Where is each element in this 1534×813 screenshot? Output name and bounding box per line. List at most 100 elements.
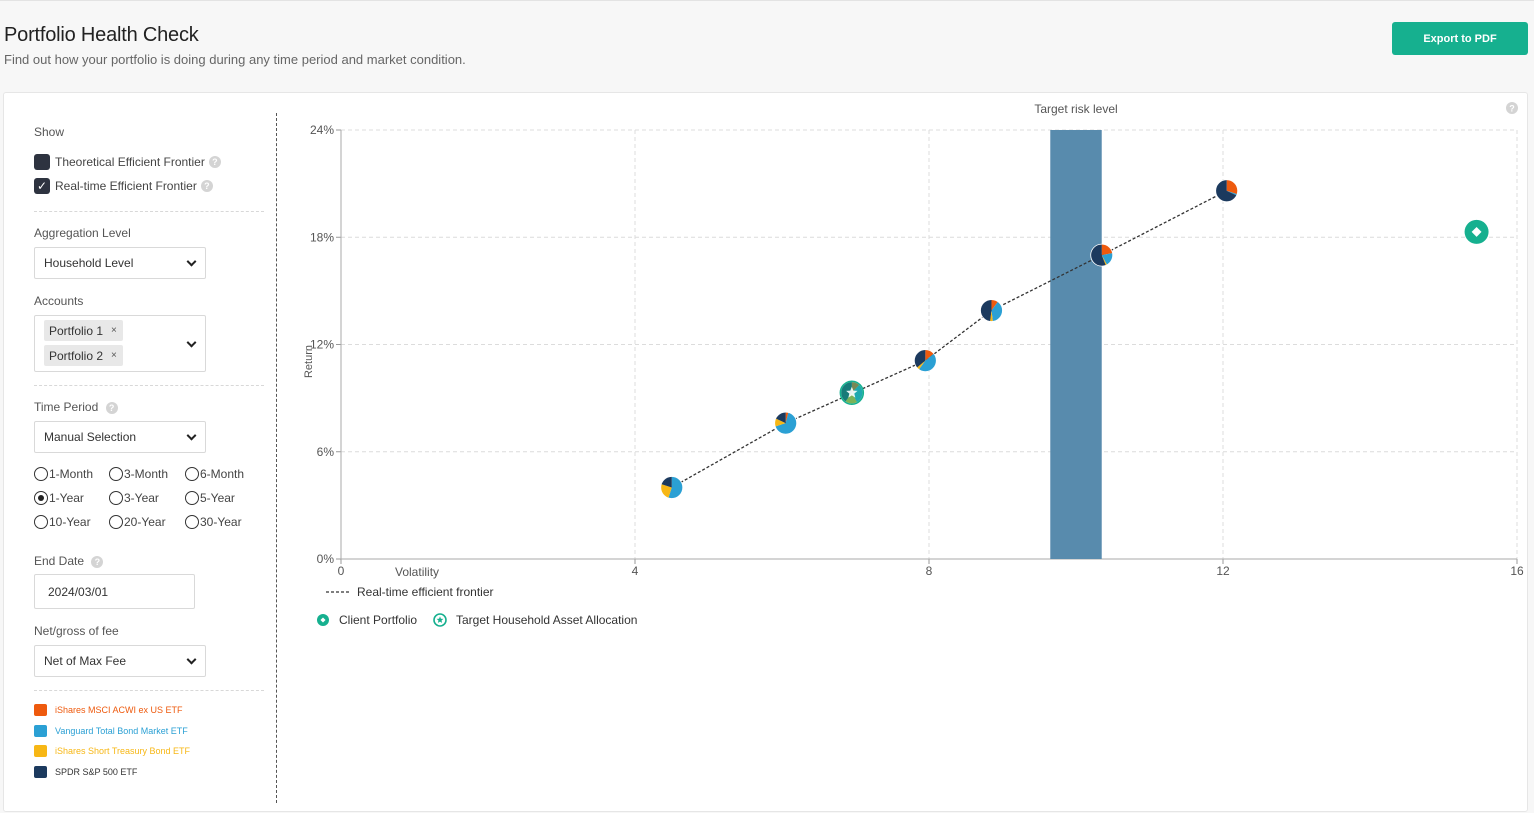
page-subtitle: Find out how your portfolio is doing dur… [4,52,466,67]
aggregation-label: Aggregation Level [34,226,131,240]
theoretical-frontier-checkbox[interactable]: Theoretical Efficient Frontier ? [34,154,221,170]
frontier-point [913,349,937,372]
radio-label: 30-Year [200,515,242,529]
pie-outline [913,349,937,372]
y-tick-label: 0% [317,552,335,566]
end-date-label: End Date ? [34,554,104,568]
help-icon[interactable]: ? [91,555,104,568]
diamond-icon [1471,226,1482,237]
page-title: Portfolio Health Check [4,24,199,46]
period-radio-20-year[interactable]: 20-Year [109,515,166,529]
export-pdf-button[interactable]: Export to PDF [1392,22,1528,55]
efficient-frontier-chart: 0% 6% 12% 18% 24% 0 4 8 12 16 Volatility Return Targ… [303,102,1524,627]
radio-circle[interactable] [34,467,48,481]
asset-legend-item: SPDR S&P 500 ETF [34,766,137,779]
help-icon[interactable]: ? [105,401,118,414]
fee-select[interactable]: Net of Max Fee [34,645,206,677]
health-check-card: Show Theoretical Efficient Frontier ? ✓ … [3,92,1528,812]
asset-name: Vanguard Total Bond Market ETF [55,725,188,736]
divider [34,690,264,691]
pie-outline [1090,243,1114,267]
frontier-line [671,190,1227,489]
star-icon [436,616,444,623]
asset-name: iShares MSCI ACWI ex US ETF [55,705,183,715]
radio-label: 3-Month [124,467,169,481]
radio-circle[interactable] [109,467,123,481]
y-tick-label: 24% [310,123,334,137]
asset-swatch [34,766,47,779]
fee-label: Net/gross of fee [34,624,119,638]
pie-slice [990,310,993,322]
period-radio-1-month[interactable]: 1-Month [34,467,93,481]
period-radio-3-month[interactable]: 3-Month [109,467,168,481]
period-radio-30-year[interactable]: 30-Year [185,515,242,529]
y-axis-label: Return [303,345,315,378]
period-radio-6-month[interactable]: 6-Month [185,467,244,481]
target-allocation-legend-label: Target Household Asset Allocation [456,613,637,627]
radio-circle[interactable] [109,491,123,505]
pie-slice [775,412,786,424]
x-tick-label: 4 [632,564,639,578]
pie-slice [785,412,789,424]
pie-slice [668,476,683,499]
radio-label: 1-Year [49,491,84,505]
end-date-text: End Date [34,554,85,568]
pie-outline [1215,179,1239,203]
pie-slice [775,412,797,435]
pie-outline [980,299,1003,322]
target-risk-band [1050,130,1102,559]
radio-circle[interactable] [185,467,199,481]
help-icon-glyph: ? [1509,104,1515,114]
realtime-frontier-checkbox[interactable]: ✓ Real-time Efficient Frontier ? [34,178,213,194]
x-tick-label: 0 [338,564,345,578]
frontier-legend-label: Real-time efficient frontier [357,585,494,599]
radio-circle[interactable] [185,491,199,505]
star-icon [846,386,858,398]
end-date-input[interactable]: 2024/03/01 [34,574,195,609]
radio-circle[interactable] [34,515,48,529]
check-icon[interactable]: ✓ [34,178,50,194]
theoretical-frontier-label: Theoretical Efficient Frontier [55,155,205,169]
x-tick-label: 12 [1216,564,1230,578]
aggregation-select[interactable]: Household Level [34,247,206,279]
radio-label: 5-Year [200,491,235,505]
remove-icon[interactable]: × [111,350,117,361]
radio-circle[interactable] [109,515,123,529]
help-icon[interactable]: ? [200,180,213,192]
period-radio-10-year[interactable]: 10-Year [34,515,91,529]
pie-slice [1226,179,1238,195]
pie-slice [914,349,926,368]
asset-swatch [34,704,47,716]
help-icon [1506,102,1518,114]
period-radio-1-year[interactable]: 1-Year [34,491,84,505]
pie-slice [991,301,1003,322]
accounts-label: Accounts [34,294,84,308]
radio-label: 6-Month [200,467,245,481]
target-risk-label: Target risk level [1034,102,1117,116]
asset-legend-item: Vanguard Total Bond Market ETF [34,724,188,737]
frontier-point [774,411,798,435]
period-radio-5-year[interactable]: 5-Year [185,491,235,505]
radio-circle[interactable] [185,515,199,529]
show-label: Show [34,125,65,139]
help-icon[interactable]: ? [208,156,221,168]
remove-icon[interactable]: × [111,325,117,336]
aggregation-value: Household Level [44,256,134,270]
asset-name: iShares Short Treasury Bond ETF [55,746,191,757]
radio-circle[interactable] [34,491,48,505]
asset-swatch [34,724,47,737]
x-tick-label: 16 [1510,564,1524,578]
x-axis-label: Volatility [395,565,439,579]
fee-value: Net of Max Fee [44,654,127,668]
time-period-label: Time Period ? [34,400,118,414]
period-radio-3-year[interactable]: 3-Year [109,491,159,505]
pie-outline [774,411,798,435]
pie-slice [1101,255,1108,266]
accounts-select[interactable]: Portfolio 1 × Portfolio 2 × [34,315,206,372]
checkbox-box[interactable] [34,154,50,170]
radio-label: 20-Year [124,515,166,529]
radio-label: 10-Year [49,515,91,529]
time-period-select[interactable]: Manual Selection [34,421,206,453]
pie-slice [661,476,672,488]
pie-slice [774,418,786,427]
